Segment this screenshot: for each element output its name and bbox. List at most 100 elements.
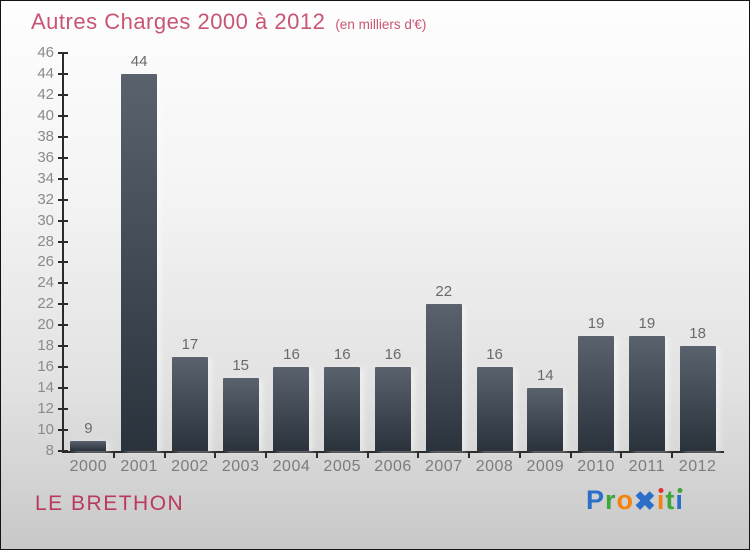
bar xyxy=(425,304,462,451)
y-axis-tick-label: 18 xyxy=(37,337,54,355)
y-axis-tick xyxy=(58,156,68,159)
bar xyxy=(171,356,208,451)
logo-letter-dot xyxy=(677,488,683,493)
y-axis-tick xyxy=(58,345,68,348)
x-axis-category-label: 2006 xyxy=(374,458,412,475)
y-axis-tick-label: 24 xyxy=(37,274,54,292)
y-axis-line xyxy=(62,52,64,452)
y-axis-tick xyxy=(58,450,68,452)
bar-value-label: 17 xyxy=(181,335,199,353)
x-axis-category-label: 2012 xyxy=(678,458,717,475)
logo-letter: P xyxy=(586,485,606,515)
x-axis-category-label: 2000 xyxy=(69,458,108,475)
x-axis-category-label: 2001 xyxy=(120,458,158,475)
x-axis-tick xyxy=(112,453,115,458)
logo-letter: r xyxy=(605,485,617,515)
y-axis-tick xyxy=(58,52,68,54)
y-axis-tick xyxy=(58,387,68,390)
bar-value-label: 19 xyxy=(638,314,656,332)
y-axis-tick xyxy=(58,240,68,243)
y-axis-tick xyxy=(58,282,68,285)
y-axis-tick xyxy=(58,429,68,432)
y-axis-tick xyxy=(58,219,68,222)
y-axis-tick-label: 30 xyxy=(37,211,54,229)
x-axis-tick xyxy=(163,453,166,458)
bar xyxy=(375,367,411,451)
y-axis-tick-label: 46 xyxy=(37,44,54,61)
bar-value-label: 16 xyxy=(486,346,503,364)
x-axis-category-label: 2010 xyxy=(577,458,615,475)
y-axis-tick xyxy=(58,261,68,264)
bar-value-label: 9 xyxy=(84,419,93,437)
chart-title-row: Autres Charges 2000 à 2012 (en milliers … xyxy=(31,9,426,35)
bar-value-label: 22 xyxy=(435,283,453,301)
x-axis-category-label: 2004 xyxy=(272,458,311,475)
bar xyxy=(222,377,259,451)
y-axis-tick-label: 14 xyxy=(37,379,54,397)
logo-letter: o xyxy=(616,485,635,515)
y-axis-tick-label: 22 xyxy=(37,295,54,313)
bar xyxy=(273,367,310,451)
x-axis-category-label: 2008 xyxy=(475,458,514,475)
bar xyxy=(527,388,564,451)
y-axis-tick xyxy=(58,135,68,138)
y-axis-tick-label: 16 xyxy=(37,358,54,376)
y-axis-tick xyxy=(58,177,68,180)
x-axis-category-label: 2002 xyxy=(171,458,209,475)
x-axis-category-label: 2009 xyxy=(526,458,565,475)
y-axis-tick xyxy=(58,93,68,96)
y-axis-tick-label: 42 xyxy=(37,85,54,103)
y-axis-tick-label: 10 xyxy=(37,421,54,439)
bar-value-label: 14 xyxy=(536,367,554,385)
bar-value-label: 15 xyxy=(232,356,250,374)
y-axis-tick xyxy=(58,303,68,306)
logo-letter: ı xyxy=(675,485,684,515)
chart-subtitle: (en milliers d'€) xyxy=(335,17,427,32)
y-axis-tick-label: 38 xyxy=(37,127,54,145)
x-axis-category-label: 2011 xyxy=(628,458,666,475)
x-axis-tick xyxy=(315,453,318,458)
x-axis-tick xyxy=(366,453,369,458)
bar xyxy=(679,346,716,451)
y-axis-tick-label: 12 xyxy=(37,400,54,418)
x-axis-tick xyxy=(417,453,420,458)
x-axis-tick xyxy=(569,453,572,458)
x-axis-tick xyxy=(265,453,268,458)
bar-value-label: 16 xyxy=(333,346,351,364)
y-axis-tick xyxy=(58,72,68,75)
bar xyxy=(324,367,361,451)
y-axis-tick-label: 36 xyxy=(37,148,54,166)
x-axis-category-label: 2005 xyxy=(323,458,362,475)
x-axis-tick xyxy=(214,453,217,458)
bar-value-label: 44 xyxy=(130,52,148,70)
y-axis-tick-label: 26 xyxy=(37,253,54,271)
logo-letter: t xyxy=(665,485,676,515)
x-axis-tick xyxy=(671,453,674,458)
y-axis-tick-label: 28 xyxy=(37,232,54,250)
y-axis-tick xyxy=(58,114,68,117)
logo-letter-dot xyxy=(658,488,664,493)
x-axis-tick xyxy=(518,453,521,458)
chart-title: Autres Charges 2000 à 2012 xyxy=(31,9,326,34)
y-axis-tick xyxy=(58,324,68,327)
y-axis-tick-label: 32 xyxy=(37,190,54,208)
bar xyxy=(70,440,107,451)
y-axis-tick xyxy=(58,408,68,411)
bar-value-label: 18 xyxy=(689,325,706,343)
bar-value-label: 16 xyxy=(384,346,402,364)
y-axis-tick-label: 44 xyxy=(37,64,54,82)
bar xyxy=(578,335,615,451)
logo-letter: ı xyxy=(656,485,666,515)
y-axis-tick-label: 34 xyxy=(37,169,54,187)
bar xyxy=(628,335,665,451)
place-name: LE BRETHON xyxy=(35,492,185,515)
y-axis-tick-label: 40 xyxy=(37,106,54,124)
y-axis-tick xyxy=(58,366,68,369)
bar xyxy=(121,73,158,451)
bar xyxy=(476,367,513,451)
bar-value-label: 19 xyxy=(587,314,605,332)
bar-value-label: 16 xyxy=(283,346,300,364)
y-axis-tick-label: 8 xyxy=(45,442,54,459)
